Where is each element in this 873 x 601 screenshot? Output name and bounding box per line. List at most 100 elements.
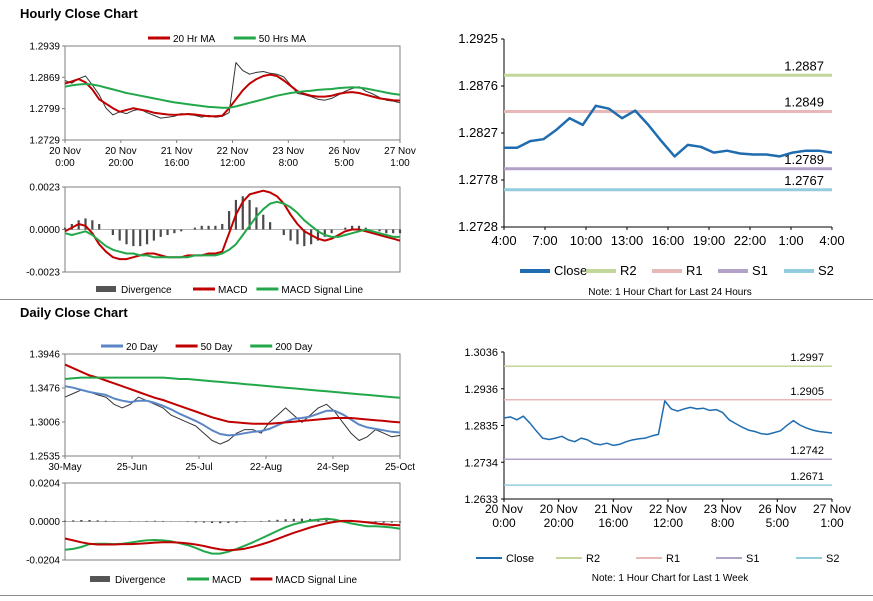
x-tick-label: 10:00 xyxy=(570,233,603,248)
y-tick-label: 1.2869 xyxy=(29,73,60,84)
pivot-level-label-r1: 1.2905 xyxy=(790,386,824,398)
x-tick-label: 16:00 xyxy=(164,158,189,169)
x-tick-label: 13:00 xyxy=(611,233,644,248)
y-tick-label: -0.0204 xyxy=(26,556,60,567)
x-tick-label: 22 Nov xyxy=(217,146,249,157)
x-tick-label: 20 Nov xyxy=(485,502,523,516)
y-tick-label: 1.2729 xyxy=(29,136,60,147)
x-tick-label: 24-Sep xyxy=(317,462,350,473)
x-tick-label: 22:00 xyxy=(734,233,767,248)
y-tick-label: 1.3476 xyxy=(29,384,60,395)
y-tick-label: 1.2799 xyxy=(29,104,60,115)
series-line-20-hr-ma xyxy=(64,73,401,118)
bottom-divider xyxy=(0,595,873,596)
series-line-close xyxy=(503,400,833,447)
x-tick-label: 22 Nov xyxy=(649,502,687,516)
legend-label: R2 xyxy=(586,553,600,565)
x-tick-label: 5:00 xyxy=(334,158,354,169)
x-tick-label: 0:00 xyxy=(55,158,75,169)
legend-label: R1 xyxy=(686,263,703,278)
y-tick-label: 0.0204 xyxy=(29,479,60,490)
legend-label: R1 xyxy=(666,553,680,565)
x-tick-label: 25-Jul xyxy=(185,462,212,473)
y-tick-label: 1.3036 xyxy=(464,347,498,359)
x-tick-label: 20:00 xyxy=(108,158,133,169)
y-tick-label: 1.3946 xyxy=(29,350,60,361)
y-tick-label: 1.2939 xyxy=(29,42,60,53)
x-tick-label: 4:00 xyxy=(491,233,516,248)
x-tick-label: 8:00 xyxy=(711,516,735,530)
y-tick-label: 1.2633 xyxy=(464,494,498,506)
hourly-pivot-note: Note: 1 Hour Chart for Last 24 Hours xyxy=(588,287,752,298)
series-line-close xyxy=(504,104,833,158)
daily-pivot-note: Note: 1 Hour Chart for Last 1 Week xyxy=(591,573,749,584)
x-tick-label: 7:00 xyxy=(532,233,557,248)
daily-section-title: Daily Close Chart xyxy=(20,305,128,320)
pivot-level-label-s1: 1.2789 xyxy=(784,152,824,167)
legend-label: Close xyxy=(506,553,534,565)
series-line-200-day xyxy=(64,376,401,399)
x-tick-label: 26 Nov xyxy=(758,502,796,516)
series-line-50-hrs-ma xyxy=(64,83,401,109)
y-tick-label: 1.2734 xyxy=(464,457,498,469)
series-line-macd-signal-line xyxy=(64,200,400,259)
series-line-macd xyxy=(64,517,401,555)
pivot-level-label-s1: 1.2742 xyxy=(790,445,824,457)
section-divider xyxy=(0,299,873,300)
legend-swatch xyxy=(96,286,116,292)
daily-macd-chart: 0.0204 0.0000 -0.0204 Divergence MACD MACD Si… xyxy=(26,479,402,586)
legend-label: 20 Hr MA xyxy=(173,34,216,45)
pivot-level-label-r1: 1.2849 xyxy=(784,95,824,110)
legend-label: MACD Signal Line xyxy=(281,285,363,296)
x-tick-label: 23 Nov xyxy=(272,146,304,157)
y-tick-label: 1.2535 xyxy=(29,452,60,463)
x-tick-label: 12:00 xyxy=(653,516,683,530)
series-line-20-day xyxy=(64,385,401,437)
x-tick-label: 12:00 xyxy=(220,158,245,169)
y-tick-label: 0.0023 xyxy=(29,183,60,194)
legend-label: 50 Day xyxy=(201,342,233,353)
y-tick-label: 0.0000 xyxy=(29,225,60,236)
x-tick-label: 26 Nov xyxy=(328,146,360,157)
legend-label: S1 xyxy=(746,553,759,565)
pivot-level-label-r2: 1.2887 xyxy=(784,58,824,73)
pivot-level-label-s2: 1.2767 xyxy=(784,173,824,188)
legend-label: MACD xyxy=(218,285,247,296)
legend-label: 50 Hrs MA xyxy=(259,34,307,45)
x-tick-label: 25-Oct xyxy=(385,462,415,473)
x-tick-label: 8:00 xyxy=(279,158,299,169)
pivot-level-label-s2: 1.2671 xyxy=(790,471,824,483)
plot-frame xyxy=(64,353,401,457)
pivot-level-label-r2: 1.2997 xyxy=(790,352,824,364)
x-tick-label: 1:00 xyxy=(820,516,844,530)
legend-label: 20 Day xyxy=(126,342,158,353)
legend-label: Divergence xyxy=(115,575,166,586)
series-line-macd-signal-line xyxy=(64,519,401,552)
x-tick-label: 4:00 xyxy=(819,233,844,248)
x-tick-label: 20 Nov xyxy=(105,146,137,157)
legend-label: Close xyxy=(554,263,587,278)
series-line-50-day xyxy=(64,363,401,425)
x-tick-label: 20 Nov xyxy=(540,502,578,516)
x-tick-label: 1:00 xyxy=(778,233,803,248)
legend-label: S1 xyxy=(752,263,768,278)
y-tick-label: 1.3006 xyxy=(29,418,60,429)
x-tick-label: 21 Nov xyxy=(594,502,632,516)
series-line-close xyxy=(64,389,401,445)
y-tick-label: 0.0000 xyxy=(29,517,60,528)
y-tick-label: 1.2835 xyxy=(464,421,498,433)
y-tick-label: 1.2876 xyxy=(458,78,498,93)
legend-label: MACD Signal Line xyxy=(275,575,357,586)
legend-label: 200 Day xyxy=(275,342,312,353)
legend-label: MACD xyxy=(212,575,241,586)
legend-label: S2 xyxy=(818,263,834,278)
x-tick-label: 21 Nov xyxy=(161,146,193,157)
legend-swatch xyxy=(90,576,110,582)
y-tick-label: -0.0023 xyxy=(26,268,60,279)
x-tick-label: 25-Jun xyxy=(117,462,148,473)
x-tick-label: 22-Aug xyxy=(250,462,282,473)
x-tick-label: 16:00 xyxy=(652,233,685,248)
